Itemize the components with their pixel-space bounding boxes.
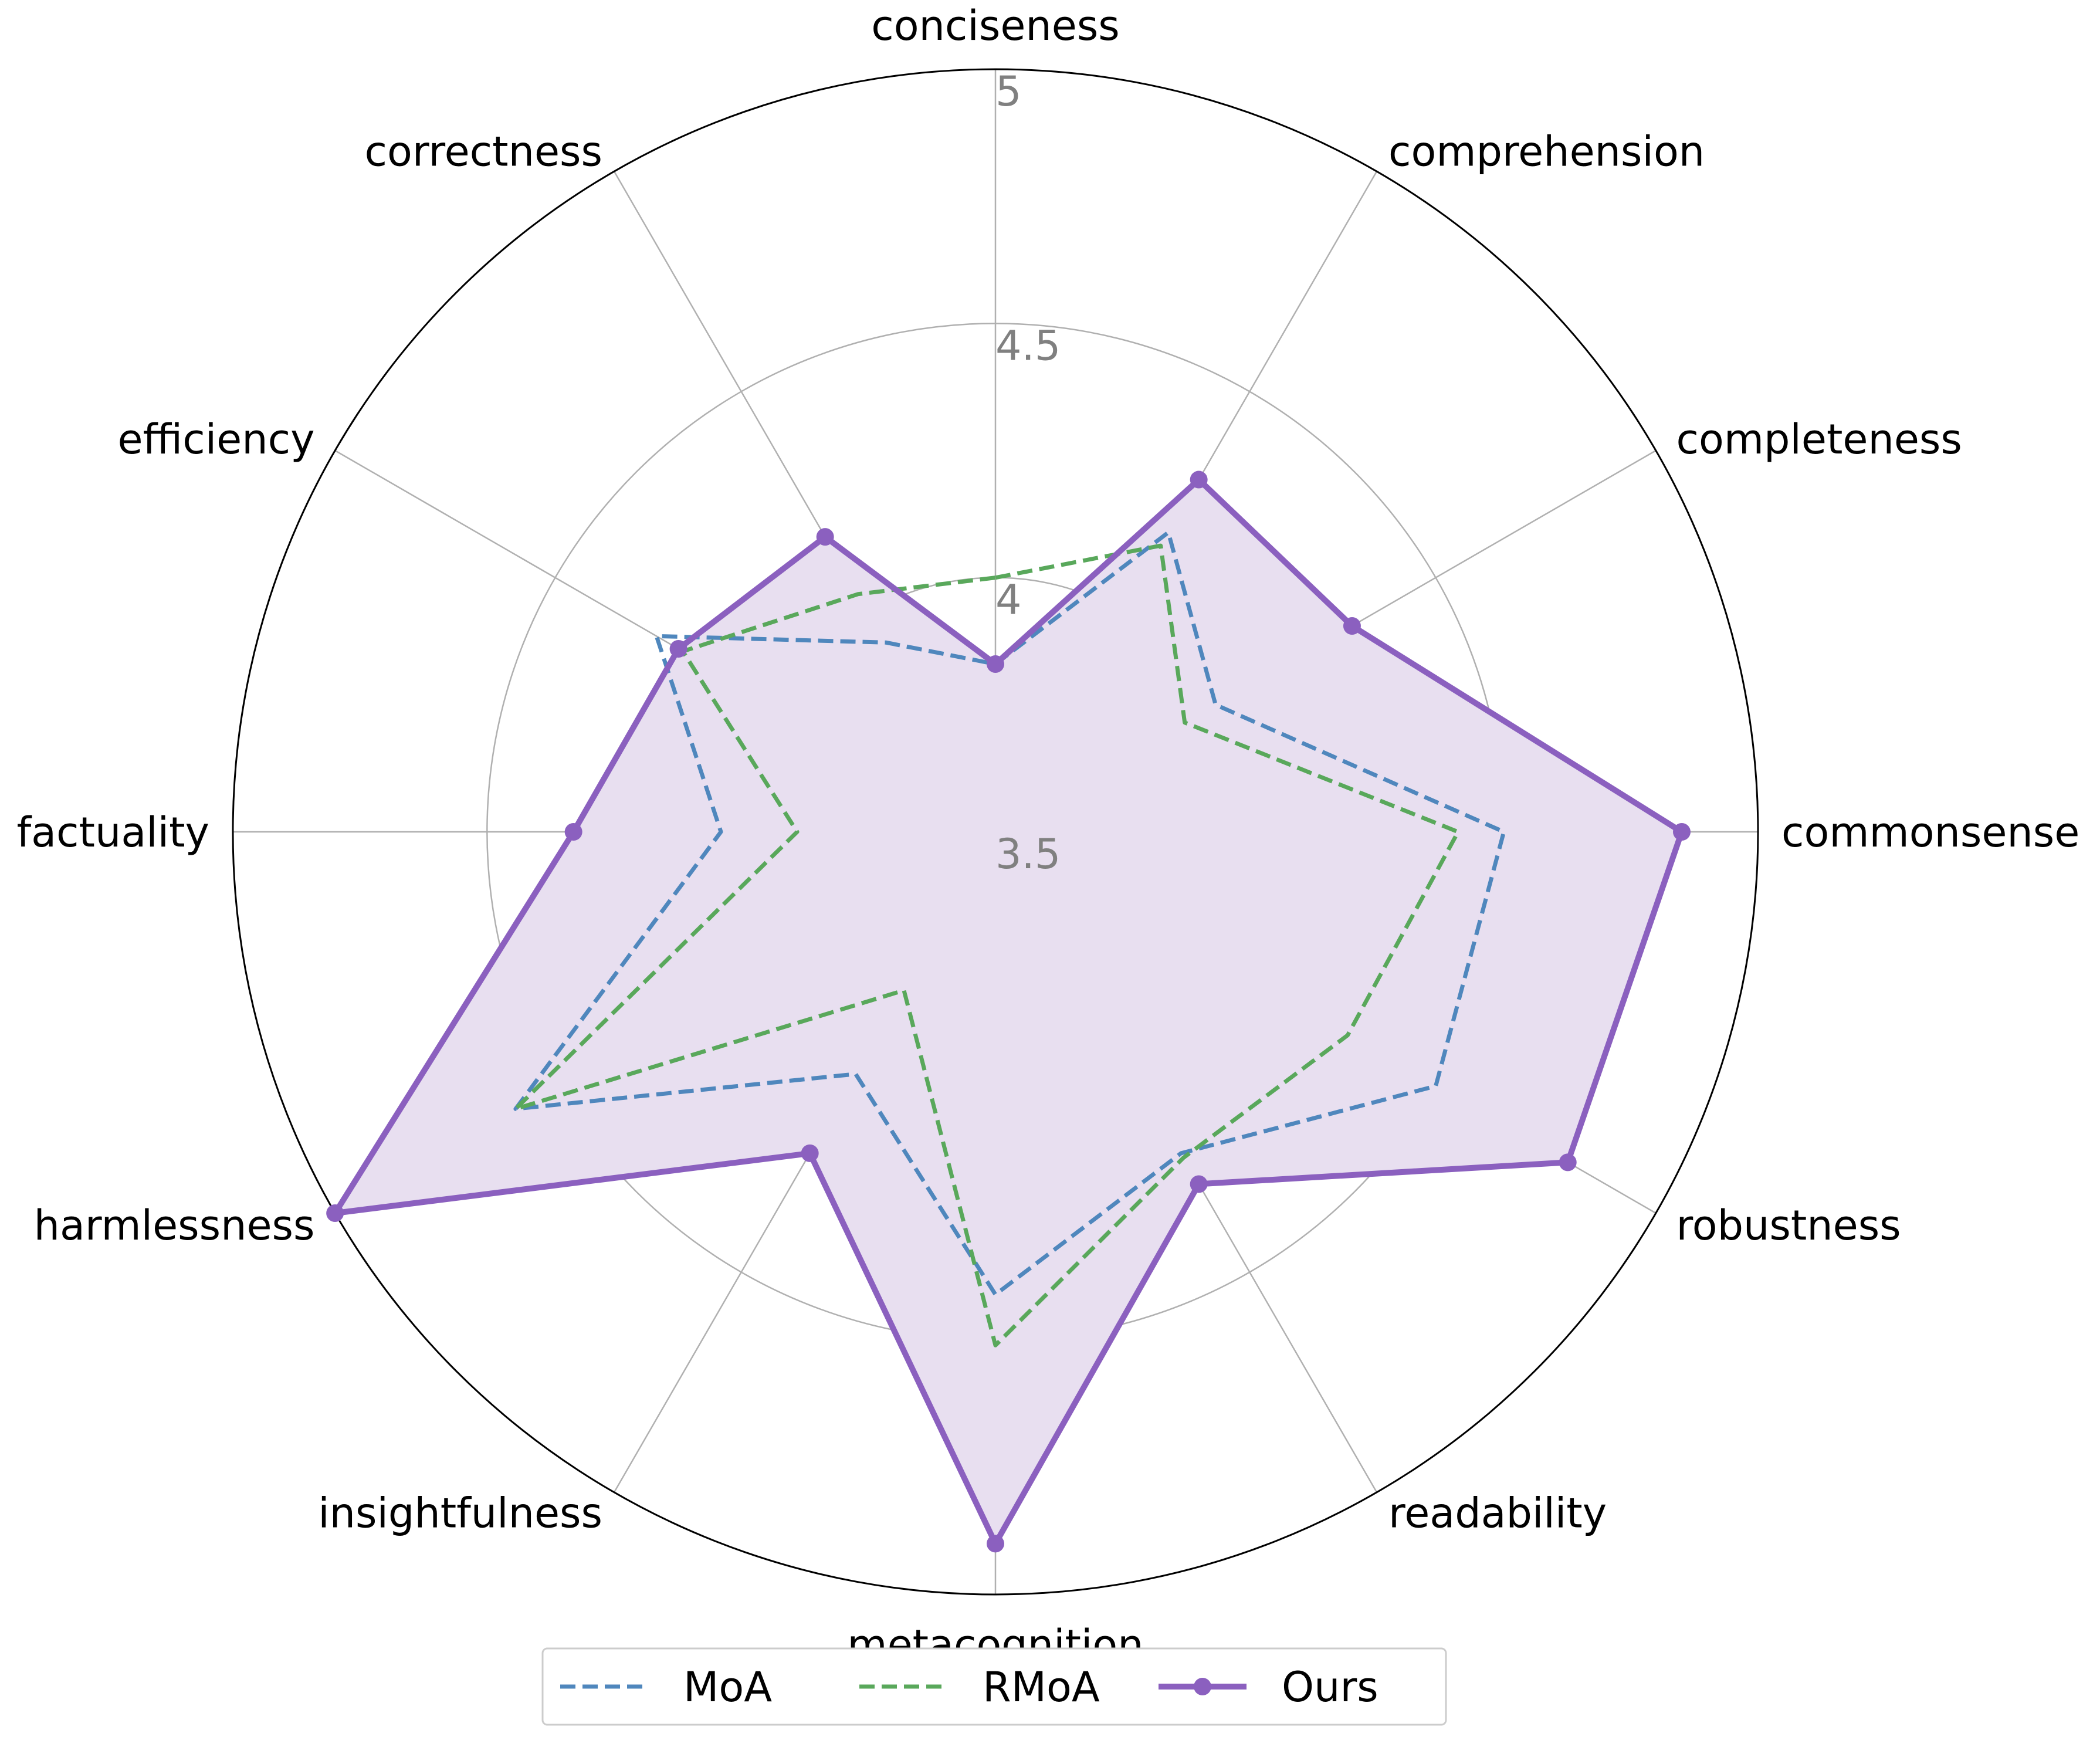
data-point-ours: [987, 655, 1004, 673]
legend: MoA RMoA Ours: [541, 1647, 1447, 1726]
legend-label-rmoa: RMoA: [983, 1663, 1100, 1711]
series-fill-layer: [335, 479, 1682, 1544]
legend-box: [541, 1647, 1447, 1726]
legend-label-ours: Ours: [1282, 1663, 1378, 1711]
axis-label-efficiency: efficiency: [117, 415, 314, 463]
data-point-ours: [326, 1204, 344, 1222]
axis-label-factuality: factuality: [16, 808, 209, 856]
axis-label-robustness: robustness: [1676, 1201, 1901, 1250]
axis-label-insightfulness: insightfulness: [318, 1489, 602, 1538]
radial-tick-label: 4: [995, 576, 1022, 624]
axis-label-commonsense: commonsense: [1781, 808, 2079, 856]
markers-layer: [326, 470, 1691, 1553]
axis-label-conciseness: conciseness: [871, 2, 1120, 50]
data-point-ours: [801, 1144, 819, 1162]
data-point-ours: [1559, 1153, 1577, 1172]
data-point-ours: [816, 528, 834, 546]
axis-label-readability: readability: [1388, 1489, 1607, 1538]
radial-tick-label: 3.5: [995, 830, 1061, 878]
radial-tick-label: 5: [995, 67, 1022, 116]
data-point-ours: [987, 1535, 1004, 1553]
axis-label-harmlessness: harmlessness: [34, 1201, 315, 1250]
radial-tick-labels: 3.5 4 4.5 5: [995, 67, 1061, 878]
axis-label-completeness: completeness: [1676, 415, 1962, 463]
axis-label-comprehension: comprehension: [1388, 128, 1705, 176]
data-point-ours: [1190, 1175, 1208, 1193]
series-fill-ours: [335, 479, 1682, 1544]
data-point-ours: [564, 823, 582, 841]
data-point-ours: [1343, 617, 1361, 635]
legend-marker-ours: [1194, 1678, 1211, 1695]
legend-label-moa: MoA: [683, 1663, 772, 1711]
data-point-ours: [1190, 470, 1208, 489]
data-point-ours: [1673, 823, 1691, 841]
outer-frame: [232, 68, 1759, 1596]
data-point-ours: [669, 640, 687, 658]
radial-tick-label: 4.5: [995, 321, 1061, 370]
axis-labels: conciseness comprehension completeness comm…: [16, 2, 2079, 1669]
axis-label-correctness: correctness: [365, 128, 602, 176]
